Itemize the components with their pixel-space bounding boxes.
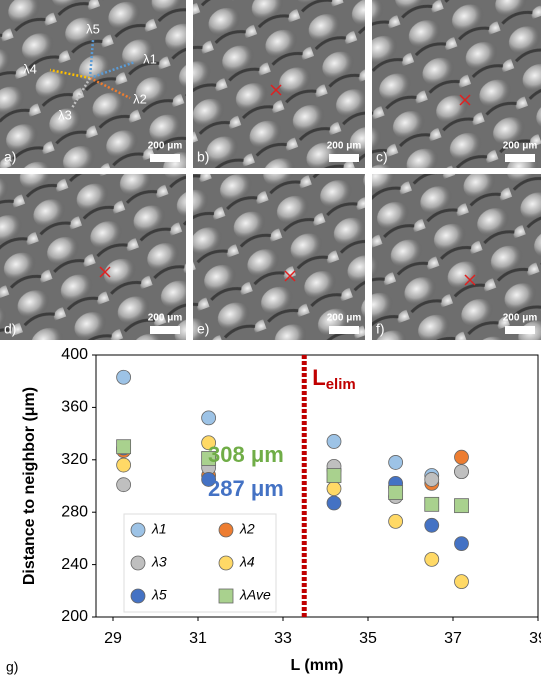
data-point [116, 477, 132, 493]
scale-label: 200 μm [327, 313, 362, 324]
data-point [388, 485, 404, 500]
data-point [424, 472, 440, 487]
target-cross [459, 94, 471, 106]
data-point [454, 449, 469, 465]
y-tick-label: 200 [61, 608, 88, 625]
legend-label: λ1 [151, 521, 167, 537]
scale-label: 200 μm [148, 141, 183, 152]
x-tick-label: 29 [104, 630, 122, 647]
threshold-label: Lelim [312, 365, 355, 393]
direction-label: λ5 [86, 21, 100, 36]
micrograph [0, 0, 186, 168]
y-tick-label: 240 [61, 556, 88, 573]
legend-marker [130, 522, 146, 538]
threshold-label-main: L [312, 365, 325, 390]
y-tick-label: 400 [61, 346, 88, 363]
direction-label: λ1 [143, 51, 157, 66]
y-axis-label: Distance to neighbor (μm) [21, 387, 38, 585]
scale-label: 200 μm [503, 141, 538, 152]
data-point [424, 551, 440, 567]
data-point [326, 434, 342, 449]
y-tick-label: 320 [61, 451, 88, 468]
data-point [454, 464, 469, 479]
panel-label: c) [376, 149, 388, 165]
legend-marker [218, 555, 234, 571]
micrograph [372, 0, 541, 168]
scale-label: 200 μm [503, 313, 538, 324]
annotation: 287 μm [208, 476, 284, 501]
y-tick-label: 360 [61, 399, 88, 416]
scale-bar [505, 154, 535, 162]
scale-bar [329, 326, 359, 334]
data-point [424, 496, 440, 512]
direction-line [70, 77, 92, 109]
data-point [201, 435, 217, 451]
scale-label: 200 μm [327, 141, 362, 152]
data-point [424, 517, 440, 533]
micrograph [193, 0, 365, 168]
micrograph [193, 174, 365, 340]
data-point [201, 451, 217, 466]
data-point [326, 468, 342, 483]
legend-box [123, 513, 277, 613]
data-point [388, 513, 404, 529]
data-point [326, 495, 342, 511]
data-point [454, 574, 469, 590]
scale-bar [150, 154, 180, 162]
direction-line [89, 76, 131, 100]
panel-label: a) [4, 149, 16, 165]
x-tick-label: 35 [359, 630, 377, 647]
data-point [116, 439, 132, 455]
micrograph [372, 174, 541, 340]
legend-marker [218, 522, 234, 538]
panel-label: b) [197, 149, 209, 165]
data-point [116, 457, 132, 473]
direction-label: λ2 [133, 91, 147, 106]
data-point [326, 481, 342, 497]
target-cross [99, 266, 111, 278]
x-tick-label: 37 [444, 630, 462, 647]
scatter-chart: 200 240 280 320 360 400 29 31 33 35 37 39 L (mm) Dist… [6, 346, 541, 674]
panel-label: e) [197, 321, 209, 337]
panel-label: f) [376, 321, 385, 337]
target-cross [464, 274, 476, 286]
x-axis-label: L (mm) [290, 657, 343, 674]
threshold-label-sub: elim [326, 376, 356, 393]
target-cross [284, 270, 296, 282]
legend-label: λ5 [151, 587, 167, 603]
scale-bar [505, 326, 535, 334]
data-point [116, 369, 132, 385]
annotation: 308 μm [208, 442, 284, 467]
direction-label: λ4 [23, 61, 37, 76]
micrograph-panels: a) 200 μm b) 200 μm c) 200 μm d) 200 μm e) 200 μm… [0, 0, 541, 340]
panel-label: g) [6, 659, 18, 675]
target-cross [270, 84, 282, 96]
data-point [454, 498, 469, 514]
legend-label: λ4 [239, 554, 255, 570]
scale-bar [329, 154, 359, 162]
x-tick-label: 33 [274, 630, 292, 647]
legend-label: λAve [239, 587, 271, 603]
legend-marker [218, 588, 234, 604]
legend-label: λ3 [151, 554, 167, 570]
legend-label: λ2 [239, 521, 255, 537]
data-point [201, 472, 217, 487]
panel-label: d) [4, 321, 16, 337]
x-tick-label: 31 [189, 630, 207, 647]
direction-label: λ3 [58, 107, 72, 122]
micrograph [0, 174, 186, 340]
scale-bar [150, 326, 180, 334]
data-point [201, 410, 217, 426]
data-point [388, 455, 404, 470]
data-point [454, 536, 469, 552]
y-tick-label: 280 [61, 503, 88, 520]
x-tick-label: 39 [529, 630, 541, 647]
legend-marker [130, 588, 146, 604]
scale-label: 200 μm [148, 313, 183, 324]
legend-marker [130, 555, 146, 571]
direction-line [49, 68, 91, 80]
